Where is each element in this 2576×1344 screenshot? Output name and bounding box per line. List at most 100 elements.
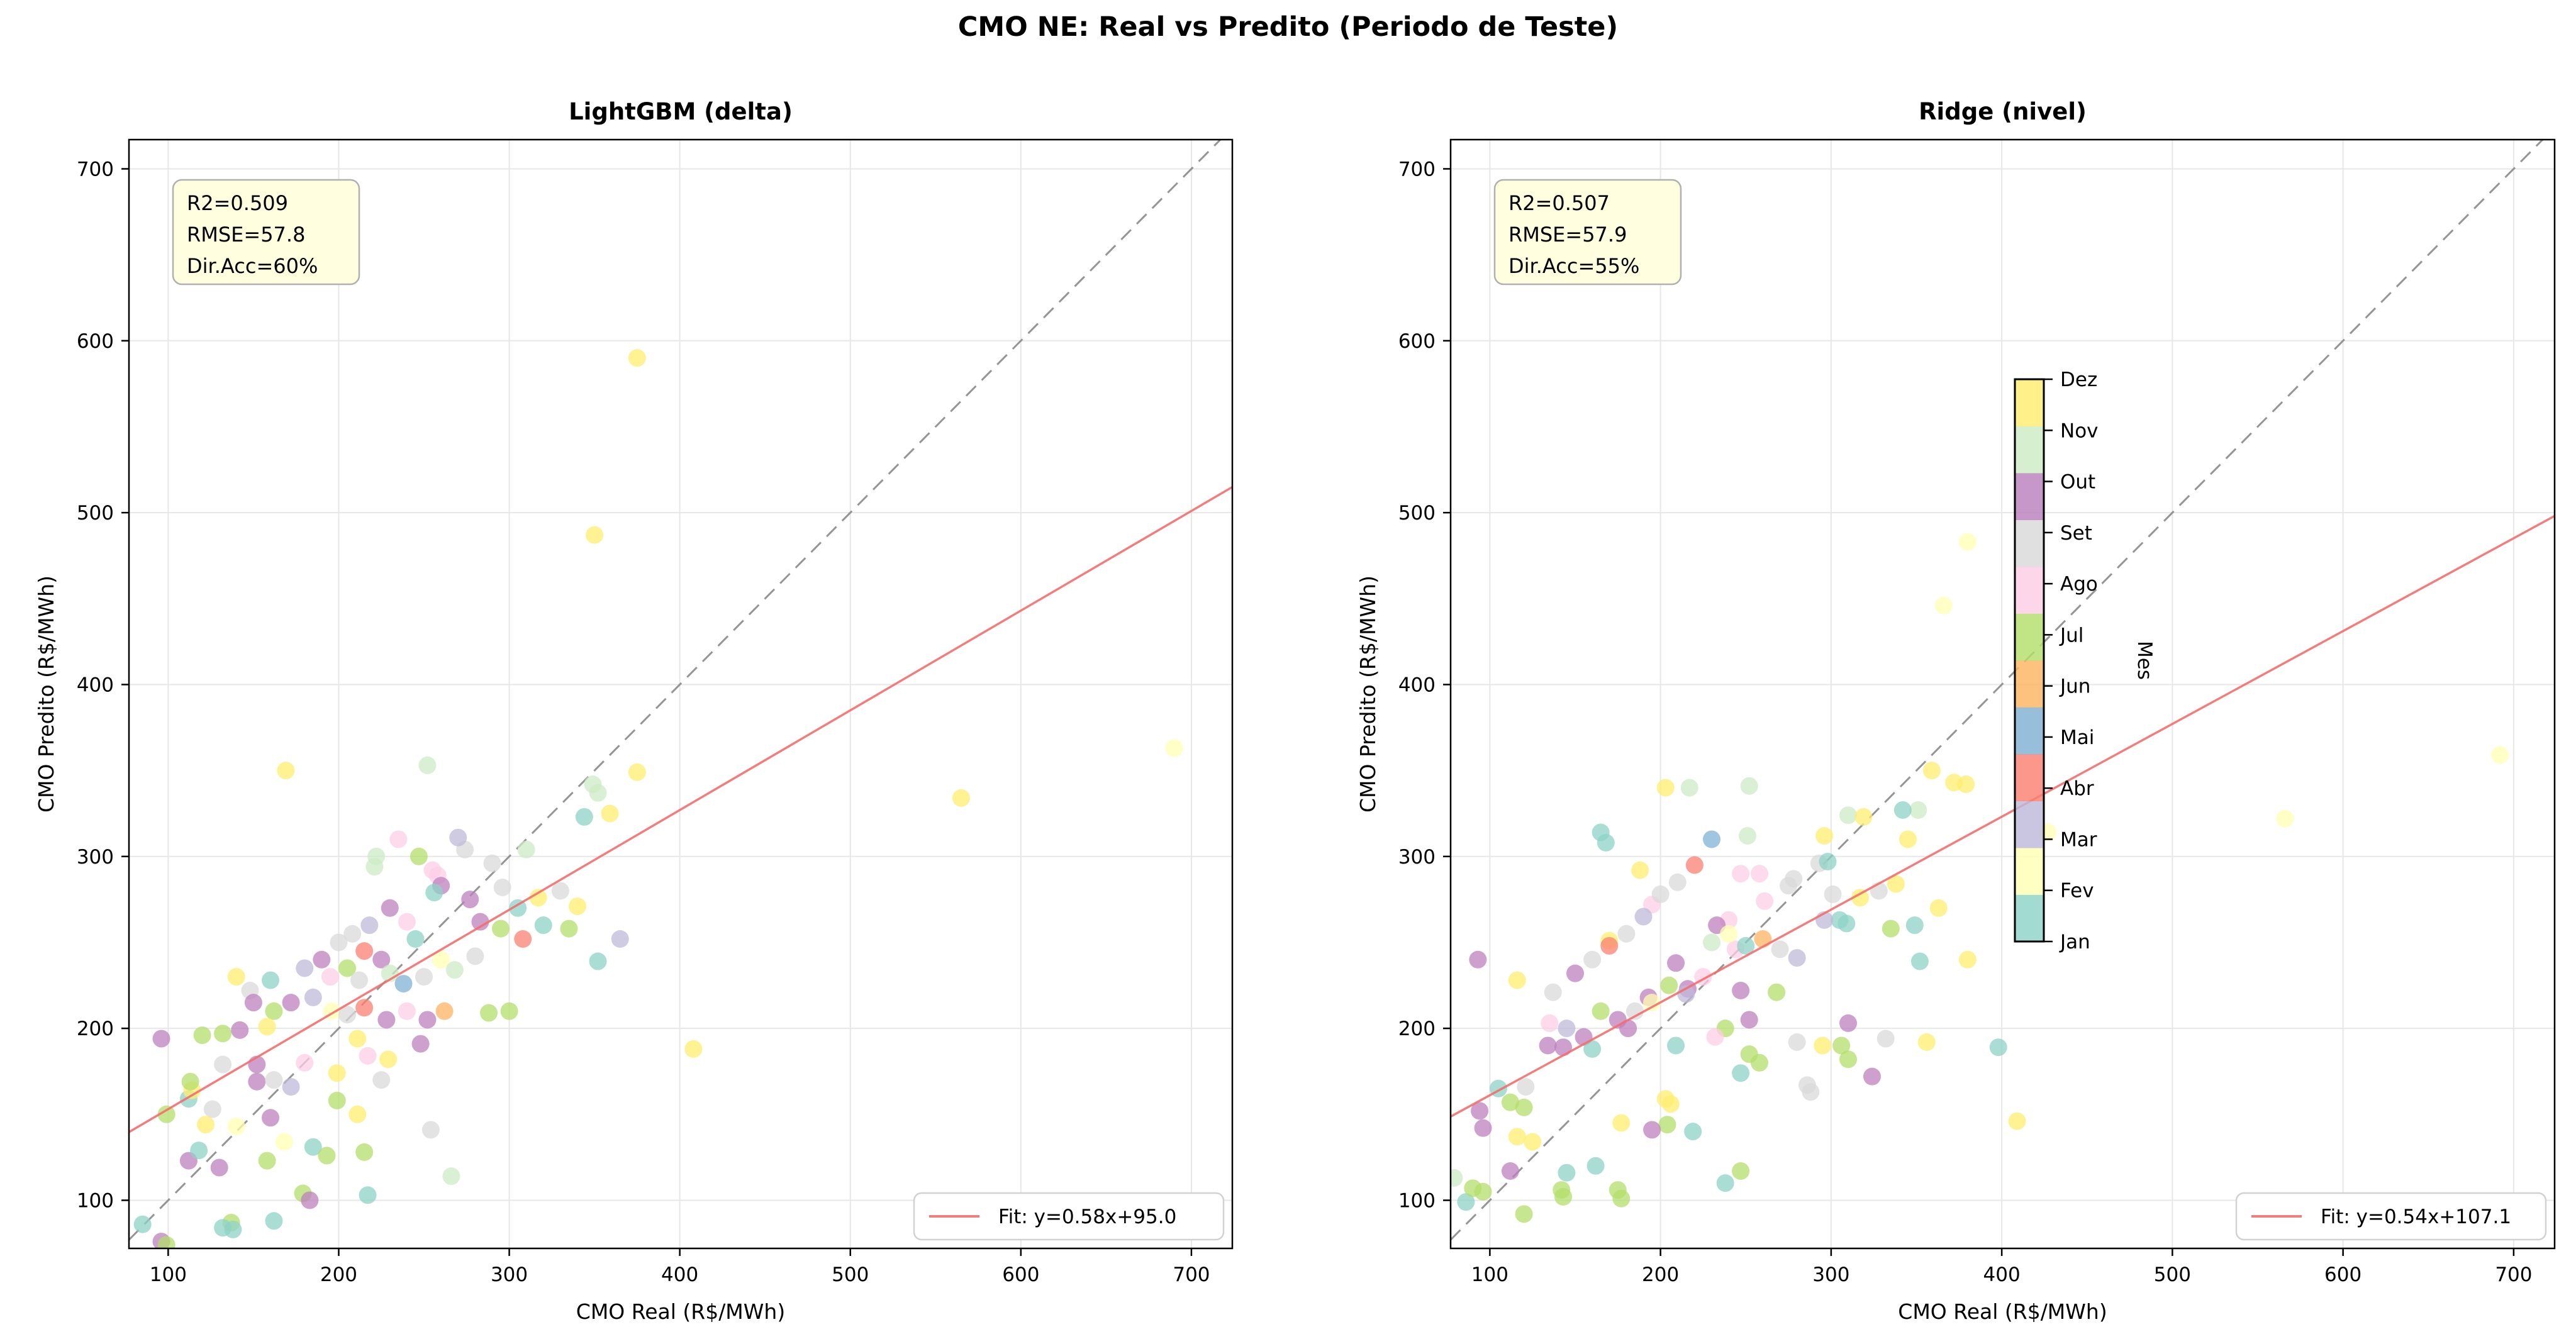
data-point-Dez — [1815, 827, 1834, 845]
scatter-points — [133, 349, 1183, 1248]
data-point-Fev — [2491, 746, 2509, 764]
data-point-Out — [152, 1030, 170, 1048]
data-point-Jul — [1732, 1162, 1750, 1180]
y-axis-label: CMO Predito (R$/MWh) — [1356, 575, 1380, 813]
data-point-Dez — [1508, 1128, 1526, 1146]
data-point-Jul — [491, 919, 510, 938]
y-tick-label: 700 — [77, 158, 114, 180]
stats-line: Dir.Acc=55% — [1508, 254, 1639, 278]
data-point-Dez — [379, 1050, 398, 1069]
data-point-Out — [377, 1011, 396, 1029]
fit-legend: Fit: y=0.58x+95.0 — [913, 1192, 1225, 1241]
data-point-Dez — [628, 763, 646, 781]
y-tick-label: 600 — [1398, 330, 1436, 353]
data-point-Nov — [589, 784, 607, 802]
data-point-Out — [411, 1035, 430, 1053]
data-point-Dez — [1612, 1114, 1631, 1132]
data-point-Set — [551, 882, 569, 900]
data-point-Jul — [214, 1025, 232, 1043]
y-tick-label: 600 — [77, 330, 114, 353]
data-point-Nov — [1680, 779, 1698, 797]
data-point-Out — [282, 994, 300, 1012]
fit-line — [1451, 514, 2555, 1118]
colorbar-segment-Nov — [2015, 426, 2044, 474]
data-point-Nov — [1451, 1169, 1463, 1187]
data-point-Out — [1732, 982, 1750, 999]
colorbar-segment-Fev — [2015, 848, 2044, 895]
data-point-Fev — [1720, 925, 1738, 943]
data-point-Dez — [2008, 1112, 2026, 1130]
data-point-Abr — [514, 930, 532, 948]
data-point-Out — [381, 899, 399, 917]
data-point-Jan — [1716, 1174, 1734, 1192]
data-point-Out — [301, 1191, 319, 1209]
data-point-Out — [1740, 1011, 1758, 1029]
data-point-Jul — [355, 1143, 374, 1161]
stats-box-frame — [1493, 179, 1682, 286]
y-tick-label: 200 — [1398, 1018, 1436, 1040]
data-point-Set — [466, 947, 484, 965]
data-point-Out — [313, 950, 331, 969]
data-point-Jan — [1989, 1038, 2007, 1057]
data-point-Set — [483, 854, 501, 872]
colorbar-segment-Ago — [2015, 567, 2044, 614]
data-point-Jul — [1660, 976, 1678, 994]
y-tick-label: 300 — [1398, 846, 1436, 869]
data-point-Dez — [1899, 830, 1917, 848]
y-tick-label: 500 — [77, 502, 114, 525]
data-point-Out — [210, 1158, 228, 1177]
data-point-Fev — [1958, 533, 1977, 551]
panel-title: LightGBM (delta) — [569, 98, 793, 125]
data-point-Dez — [1851, 889, 1870, 907]
legend-label: Fit: y=0.58x+95.0 — [998, 1206, 1176, 1228]
data-point-Dez — [348, 1105, 367, 1123]
data-point-Jan — [262, 971, 280, 989]
data-point-Jul — [1515, 1098, 1533, 1116]
data-point-Fev — [1165, 739, 1183, 757]
data-point-Dez — [529, 889, 547, 907]
data-point-Set — [1544, 983, 1562, 1001]
data-point-Ago — [1706, 1028, 1724, 1046]
data-point-Jun — [1754, 930, 1772, 948]
data-point-Fev — [275, 1133, 293, 1151]
data-point-Jul — [1612, 1189, 1631, 1208]
y-tick-label: 400 — [1398, 674, 1436, 696]
data-point-Jul — [1839, 1050, 1858, 1069]
colorbar-segment-Dez — [2015, 379, 2044, 426]
colorbar-tick-label: Jul — [2059, 624, 2083, 647]
data-point-Mar — [282, 1078, 300, 1096]
data-point-Jan — [1597, 833, 1615, 852]
colorbar-tick-label: Ago — [2060, 573, 2098, 596]
data-point-Set — [343, 925, 362, 943]
data-point-Jul — [1501, 1093, 1519, 1111]
data-point-Set — [1785, 870, 1803, 888]
data-point-Jan — [1905, 916, 1924, 935]
y-tick-label: 500 — [1398, 502, 1436, 525]
data-point-Jul — [1882, 919, 1900, 938]
data-point-Dez — [1958, 950, 1977, 969]
data-point-Nov — [445, 961, 464, 979]
data-point-Mai — [1703, 830, 1721, 848]
data-point-Nov — [1740, 777, 1758, 795]
data-point-Set — [1824, 885, 1842, 903]
x-tick-label: 300 — [491, 1263, 528, 1286]
x-tick-label: 500 — [832, 1263, 869, 1286]
data-point-Jul — [181, 1072, 199, 1091]
data-point-Jan — [589, 952, 607, 970]
fit-line — [129, 486, 1232, 1133]
data-point-Dez — [1508, 971, 1526, 989]
data-point-Mar — [1788, 949, 1806, 967]
data-point-Dez — [1957, 775, 1975, 793]
data-point-Set — [350, 971, 368, 989]
x-tick-label: 400 — [661, 1263, 698, 1286]
data-point-Set — [203, 1100, 221, 1118]
data-point-Set — [1802, 1083, 1820, 1101]
data-point-Mar — [1634, 908, 1653, 926]
data-point-Dez — [1917, 1033, 1936, 1051]
data-point-Jan — [1837, 914, 1856, 933]
data-point-Set — [330, 933, 348, 952]
data-point-Ago — [1541, 1014, 1559, 1032]
data-point-Jul — [410, 847, 428, 865]
data-point-Out — [1839, 1014, 1858, 1032]
data-point-Dez — [1631, 861, 1649, 879]
